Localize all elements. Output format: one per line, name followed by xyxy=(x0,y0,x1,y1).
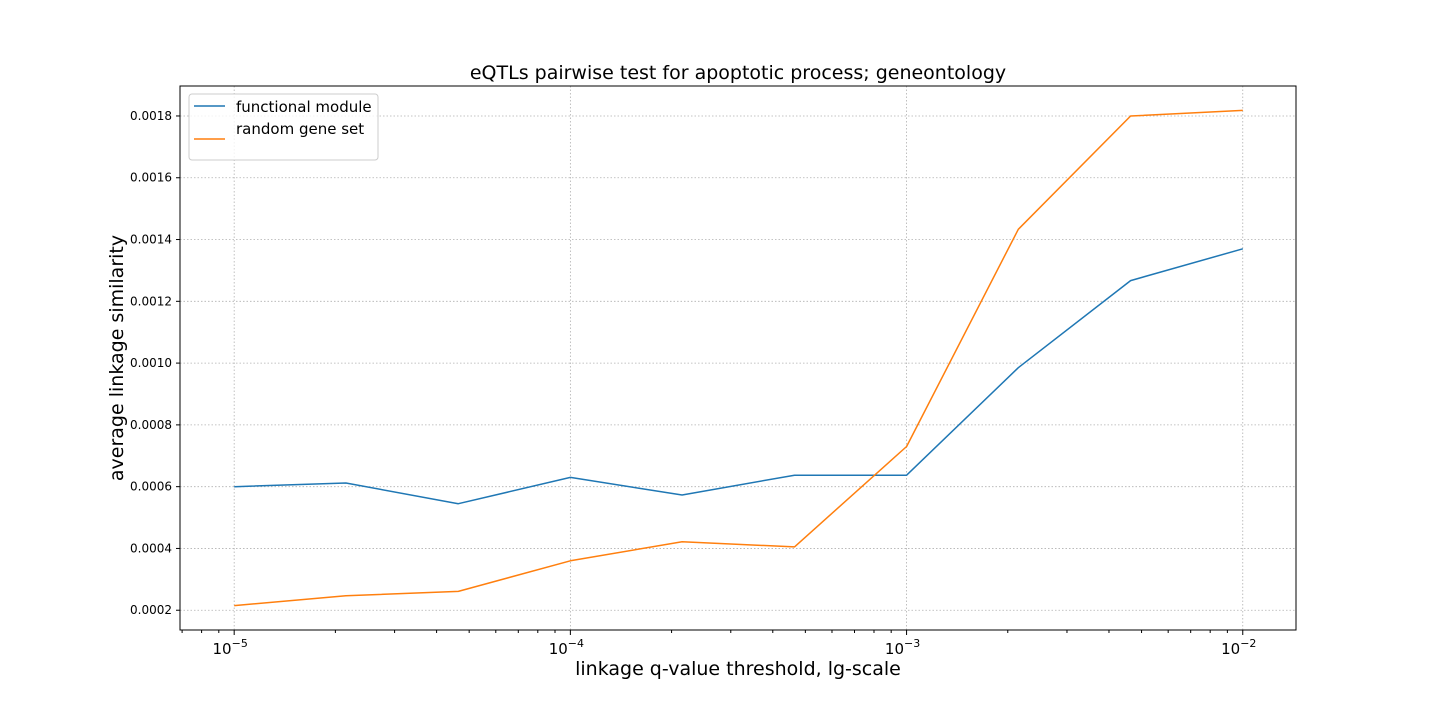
legend-box xyxy=(188,93,379,161)
grid xyxy=(180,86,1296,630)
y-tick-label: 0.0010 xyxy=(130,356,172,370)
y-axis-label: average linkage similarity xyxy=(106,235,128,481)
y-tick-label: 0.0004 xyxy=(130,541,172,555)
x-tick-label: 10−5 xyxy=(213,637,248,658)
legend-label-random-gene-set: random gene set xyxy=(236,120,364,138)
y-tick-label: 0.0012 xyxy=(130,294,172,308)
chart-title: eQTLs pairwise test for apoptotic proces… xyxy=(470,62,1006,84)
x-tick-label: 10−4 xyxy=(549,637,584,658)
series-line-random-gene-set xyxy=(234,109,1243,607)
x-tick-label: 10−2 xyxy=(1221,637,1256,658)
y-tick-label: 0.0016 xyxy=(130,171,172,185)
y-tick-label: 0.0014 xyxy=(130,233,172,247)
series-layer xyxy=(234,109,1244,607)
ticks: 0.0002 0.0004 0.0006 0.0008 0.0010 0.0012 0.00… xyxy=(130,109,1256,658)
legend: functional module random gene set xyxy=(188,93,379,161)
x-tick-label: 10−3 xyxy=(885,637,920,658)
y-tick-label: 0.0018 xyxy=(130,109,172,123)
series-line-functional-module xyxy=(234,248,1244,505)
y-tick-label: 0.0002 xyxy=(130,603,172,617)
y-tick-label: 0.0008 xyxy=(130,418,172,432)
y-tick-label: 0.0006 xyxy=(130,480,172,494)
x-axis-label: linkage q-value threshold, lg-scale xyxy=(575,658,901,680)
plot-area-frame xyxy=(179,85,1297,631)
legend-label-functional-module: functional module xyxy=(236,98,372,116)
